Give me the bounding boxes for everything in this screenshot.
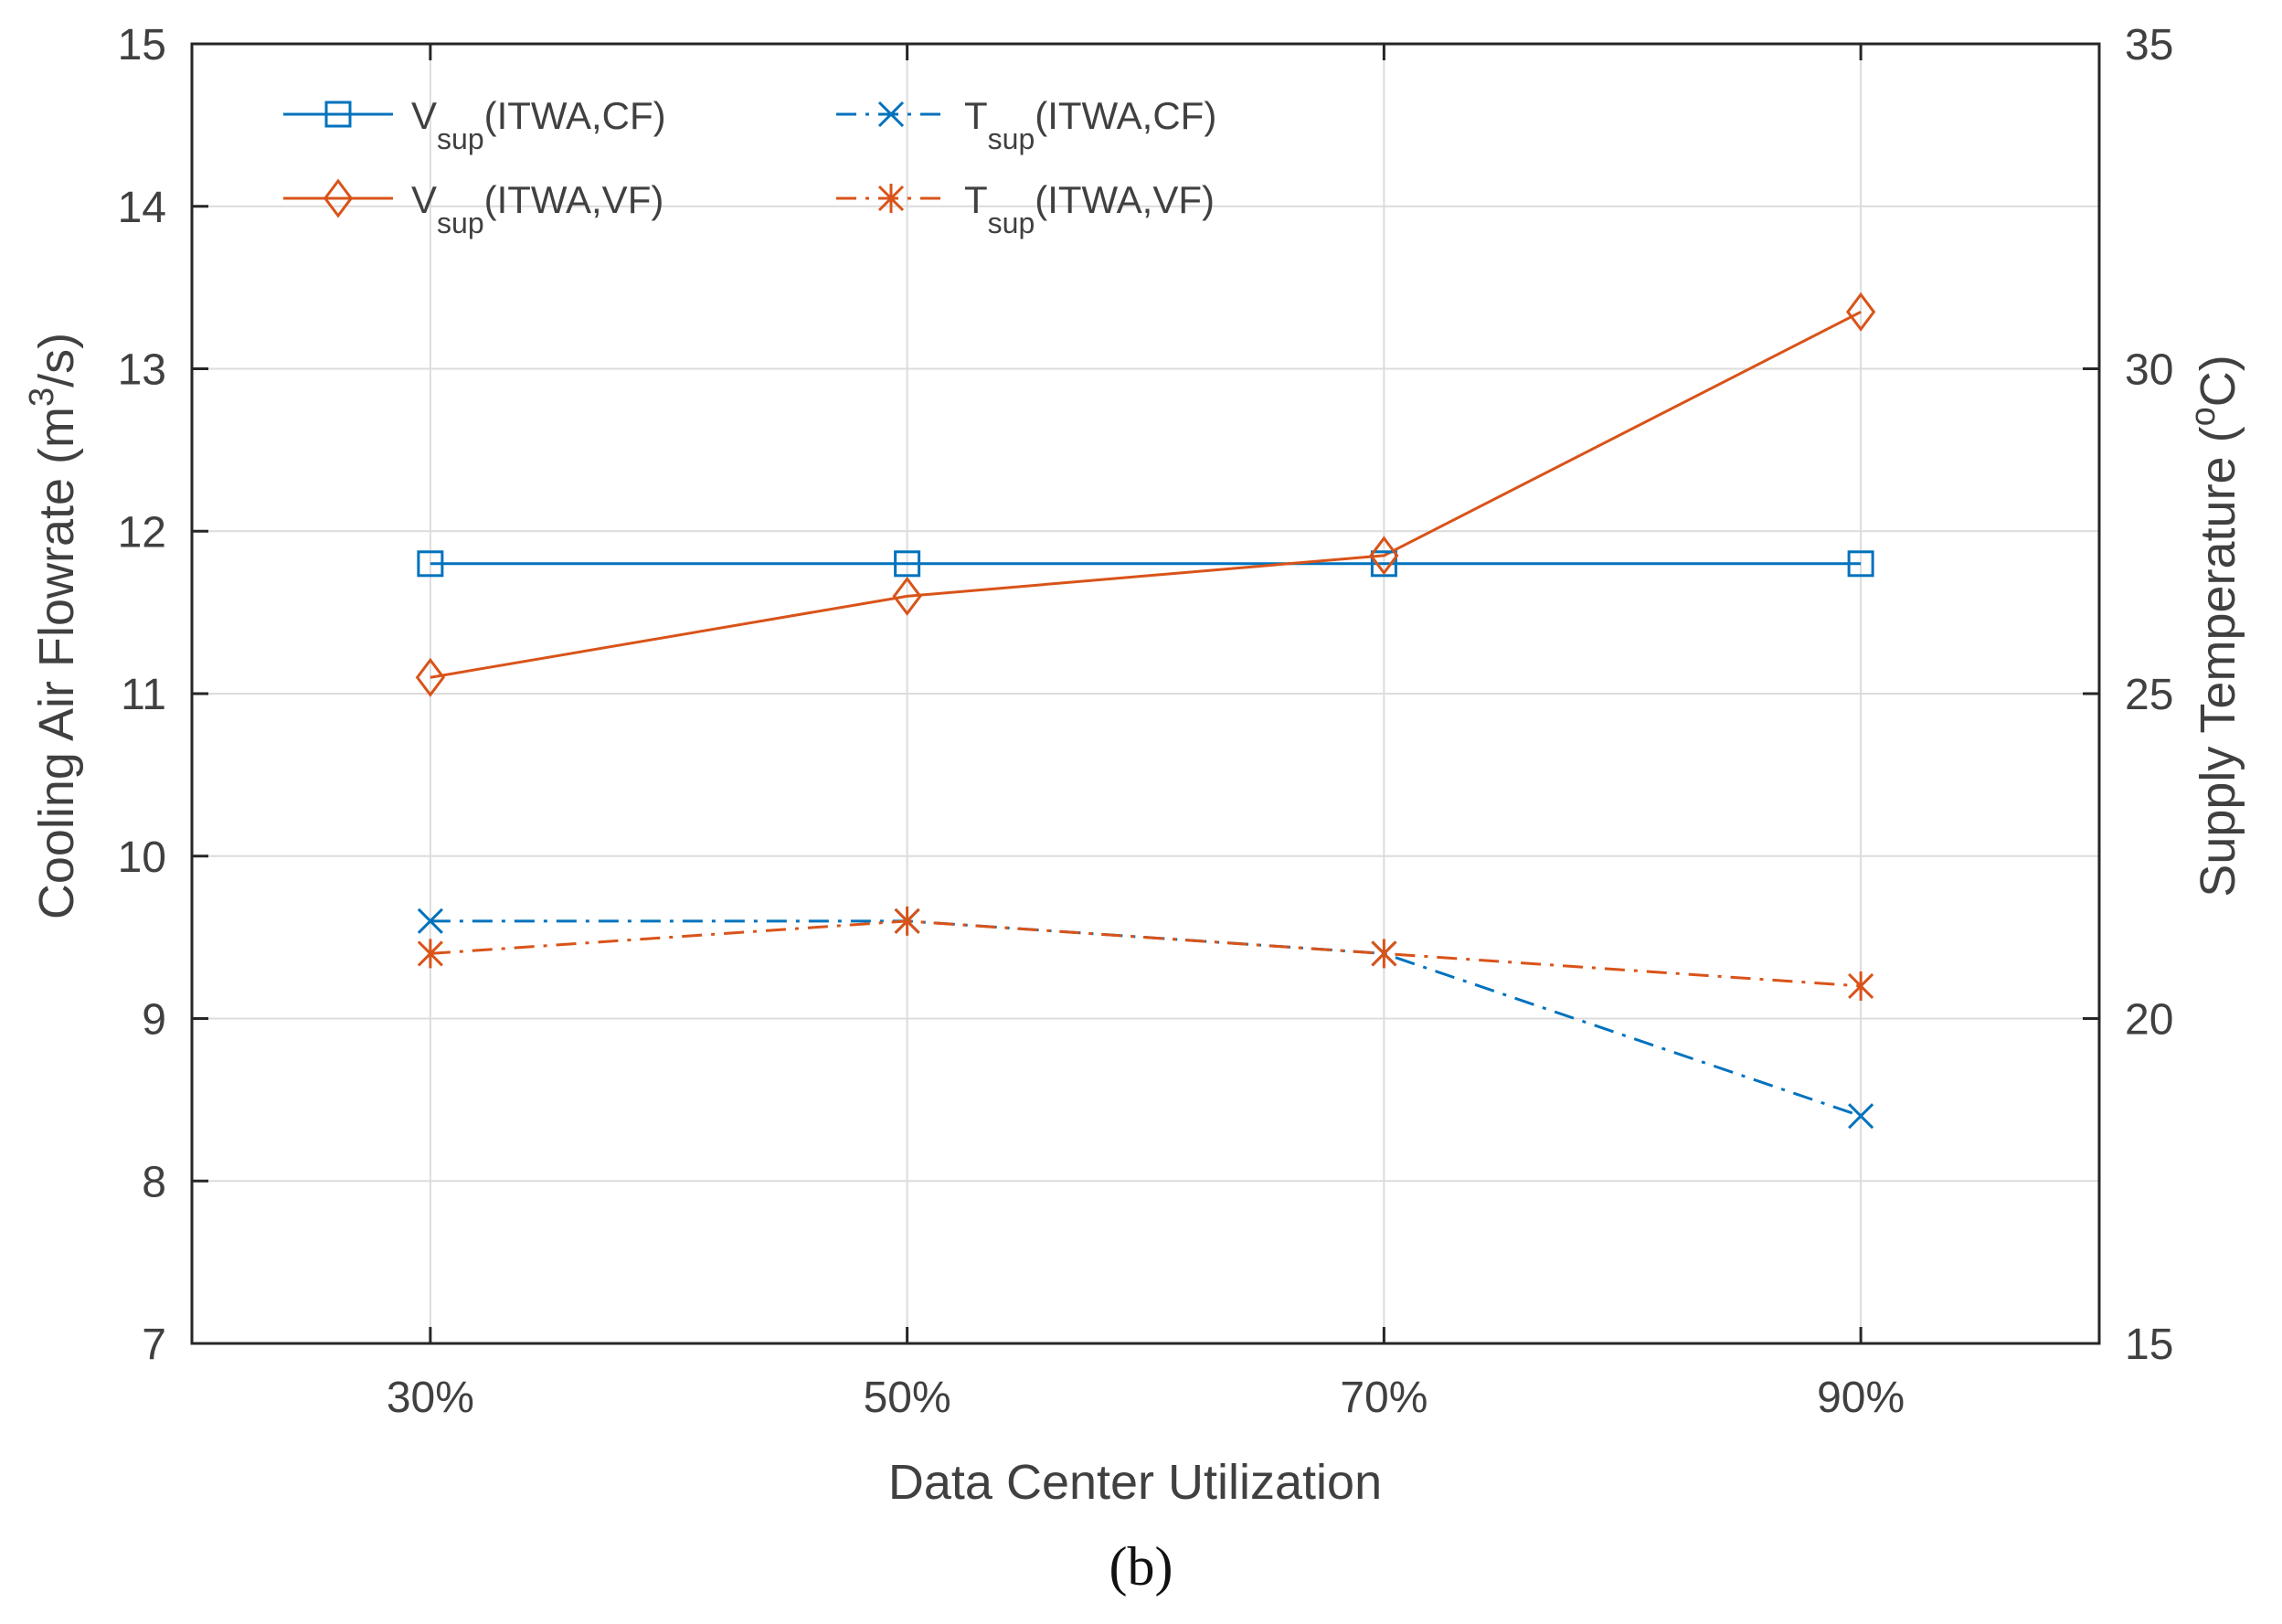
x-tick-label: 70%: [1340, 1374, 1428, 1422]
legend: Vsup(ITWA,CF) Vsup(ITWA,VF) Tsup(ITWA,CF) T…: [283, 94, 1216, 239]
series-markers: [415, 292, 1876, 1130]
legend-label: Vsup(ITWA,VF): [411, 178, 663, 239]
data-point-marker: [1371, 939, 1397, 969]
legend-entry: Vsup(ITWA,CF): [283, 94, 666, 155]
data-point-marker: [894, 906, 920, 936]
data-point-marker: [1848, 971, 1874, 1001]
legend-marker: [877, 184, 905, 213]
data-point-marker: [417, 550, 444, 578]
x-axis-label: Data Center Utilization: [888, 1455, 1382, 1510]
data-point-marker: [1848, 1103, 1874, 1130]
x-tick-label: 30%: [387, 1374, 474, 1422]
legend-marker: [877, 101, 905, 128]
y-right-label-main: Supply Temperature (: [2191, 426, 2245, 897]
y-right-tick-label: 30: [2125, 346, 2173, 395]
y-right-tick-label: 20: [2125, 996, 2173, 1045]
series-line-1: [430, 310, 1862, 679]
legend-label: Vsup(ITWA,CF): [411, 94, 666, 155]
data-point-marker: [1847, 550, 1874, 578]
axis-ticks: 30% 50% 70% 90% 7 8 9 10 11 12 13 14 15 15 20 25 30 35: [118, 21, 2174, 1422]
x-tick-label: 50%: [864, 1374, 951, 1422]
y-left-tick-label: 11: [121, 671, 166, 719]
legend-marker: [323, 178, 354, 218]
y-left-tick-label: 15: [118, 21, 166, 69]
y-left-tick-label: 10: [118, 833, 166, 882]
data-point-marker: [892, 576, 922, 616]
data-point-marker: [894, 550, 921, 578]
legend-label: Tsup(ITWA,VF): [964, 178, 1215, 239]
legend-entry: Tsup(ITWA,VF): [836, 178, 1215, 239]
legend-entry: Vsup(ITWA,VF): [283, 178, 663, 239]
y-axis-right-label: Supply Temperature (oC): [2184, 355, 2245, 897]
y-right-label-sup: o: [2184, 407, 2223, 426]
data-point-marker: [1370, 550, 1397, 578]
legend-label: Tsup(ITWA,CF): [964, 94, 1216, 155]
data-point-marker: [1369, 536, 1399, 576]
x-tick-label: 90%: [1817, 1374, 1905, 1422]
y-left-tick-label: 9: [142, 996, 166, 1045]
data-point-marker: [415, 657, 445, 697]
series-line-3: [430, 919, 1862, 988]
y-left-label-sup: 3: [23, 387, 61, 407]
y-right-tick-label: 35: [2125, 21, 2173, 69]
data-point-marker: [1846, 292, 1876, 332]
y-left-tick-label: 8: [142, 1158, 166, 1206]
grid-lines: [192, 44, 2099, 1343]
data-point-marker: [417, 939, 443, 969]
y-right-tick-label: 15: [2125, 1321, 2173, 1369]
y-left-tick-label: 12: [118, 508, 166, 557]
y-left-label-main: Cooling Air Flowrate (m: [29, 407, 84, 919]
series-lines: [430, 310, 1862, 1118]
y-right-tick-label: 25: [2125, 671, 2173, 719]
y-left-label-end: /s): [29, 333, 84, 387]
data-point-marker: [417, 908, 443, 934]
panel-label: (b): [1109, 1536, 1173, 1597]
legend-marker: [324, 101, 352, 128]
legend-entry: Tsup(ITWA,CF): [836, 94, 1216, 155]
y-axis-left-label: Cooling Air Flowrate (m3/s): [23, 333, 84, 919]
y-left-tick-label: 13: [118, 346, 166, 395]
y-right-label-end: C): [2191, 355, 2245, 407]
y-left-tick-label: 7: [142, 1321, 166, 1369]
y-left-tick-label: 14: [118, 184, 166, 232]
